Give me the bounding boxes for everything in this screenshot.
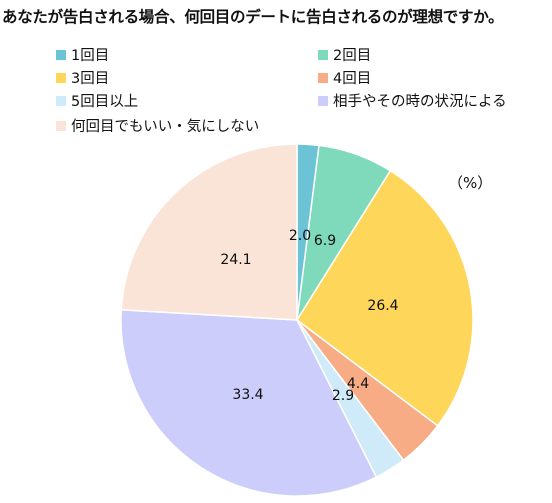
legend-label: 何回目でもいい・気にしない <box>71 119 260 135</box>
legend-item: 何回目でもいい・気にしない <box>56 115 259 136</box>
legend-label: 4回目 <box>333 71 372 87</box>
chart-legend: 1回目 2回目 3回目 4回目 5回目以上 相手やその時の状況による何回目でもいい・気にし… <box>0 0 552 140</box>
data-label: 33.4 <box>232 387 263 403</box>
legend-swatch <box>318 49 328 60</box>
data-label: 6.9 <box>314 233 336 249</box>
data-label: 2.0 <box>289 228 311 244</box>
data-label: 4.4 <box>347 376 369 392</box>
legend-item: 3回目 <box>56 67 109 88</box>
legend-swatch <box>56 49 66 60</box>
unit-label: （%） <box>448 174 493 192</box>
data-label: 26.4 <box>367 298 398 314</box>
legend-label: 3回目 <box>71 71 110 87</box>
pie-slice <box>120 143 298 321</box>
legend-item: 5回目以上 <box>56 90 138 111</box>
legend-item: 1回目 <box>56 44 109 65</box>
legend-label: 2回目 <box>333 48 372 64</box>
legend-swatch <box>56 72 66 83</box>
data-label: 24.1 <box>220 252 251 268</box>
data-label: 2.9 <box>332 388 354 404</box>
pie-slice <box>120 308 378 497</box>
pie-slice <box>295 169 474 427</box>
legend-swatch <box>56 95 66 106</box>
chart-title: あなたが告白される場合、何回目のデートに告白されるのが理想ですか。 <box>2 8 504 26</box>
legend-swatch <box>318 72 328 83</box>
legend-item: 4回目 <box>318 67 371 88</box>
legend-label: 相手やその時の状況による <box>333 94 507 110</box>
legend-item: 2回目 <box>318 44 371 65</box>
legend-item: 相手やその時の状況による <box>318 90 507 111</box>
legend-label: 5回目以上 <box>71 94 139 110</box>
legend-swatch <box>56 120 66 131</box>
legend-label: 1回目 <box>71 48 110 64</box>
legend-swatch <box>318 95 328 106</box>
